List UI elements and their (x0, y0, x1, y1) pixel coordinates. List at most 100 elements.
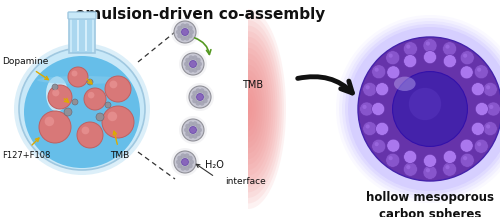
Circle shape (77, 122, 103, 148)
Circle shape (177, 156, 182, 161)
Circle shape (192, 121, 198, 126)
Polygon shape (248, 42, 274, 176)
Circle shape (190, 61, 196, 67)
Circle shape (171, 18, 199, 46)
Circle shape (177, 26, 182, 31)
Circle shape (184, 153, 190, 158)
Circle shape (192, 68, 198, 73)
Circle shape (386, 51, 400, 65)
Circle shape (387, 66, 400, 79)
Circle shape (460, 51, 474, 65)
Polygon shape (248, 9, 286, 209)
Circle shape (182, 119, 204, 141)
Circle shape (423, 165, 437, 179)
Circle shape (362, 105, 366, 109)
Circle shape (476, 102, 488, 115)
Circle shape (446, 153, 450, 157)
Circle shape (180, 36, 186, 41)
Circle shape (372, 65, 386, 79)
Circle shape (176, 30, 181, 35)
Circle shape (191, 94, 196, 100)
Polygon shape (248, 76, 260, 142)
Circle shape (484, 122, 498, 136)
Circle shape (404, 150, 416, 163)
Circle shape (376, 83, 388, 96)
Circle shape (463, 142, 466, 146)
Circle shape (185, 58, 190, 63)
Circle shape (185, 124, 190, 129)
Circle shape (423, 39, 437, 53)
Circle shape (446, 57, 450, 61)
Circle shape (406, 153, 410, 157)
Circle shape (184, 128, 189, 133)
Text: Dopamine: Dopamine (2, 58, 48, 66)
Circle shape (186, 83, 214, 111)
Polygon shape (248, 98, 252, 120)
Circle shape (72, 99, 78, 105)
Circle shape (390, 68, 394, 72)
Polygon shape (248, 20, 282, 198)
Circle shape (188, 163, 193, 168)
Circle shape (460, 66, 473, 79)
Circle shape (406, 165, 410, 169)
Circle shape (197, 61, 202, 66)
Circle shape (390, 142, 394, 146)
Circle shape (406, 57, 410, 61)
Circle shape (192, 98, 197, 103)
Circle shape (188, 134, 194, 139)
Ellipse shape (14, 43, 150, 175)
Circle shape (463, 54, 467, 58)
Circle shape (477, 142, 482, 146)
Circle shape (44, 117, 54, 126)
Circle shape (345, 24, 500, 194)
Polygon shape (248, 31, 278, 187)
Circle shape (188, 33, 193, 38)
Circle shape (486, 102, 500, 116)
Circle shape (184, 166, 190, 171)
Circle shape (82, 127, 90, 134)
Circle shape (406, 44, 410, 49)
Ellipse shape (37, 76, 127, 84)
Text: F127+F108: F127+F108 (2, 151, 50, 159)
Circle shape (184, 36, 190, 41)
Circle shape (52, 89, 60, 96)
Circle shape (372, 139, 386, 153)
Circle shape (463, 68, 466, 72)
Circle shape (426, 157, 430, 161)
Circle shape (360, 102, 374, 116)
Text: TMB: TMB (242, 80, 263, 90)
Circle shape (189, 86, 211, 108)
Circle shape (442, 162, 456, 176)
Circle shape (387, 139, 400, 152)
Ellipse shape (46, 77, 68, 112)
Circle shape (182, 53, 204, 75)
Circle shape (180, 153, 186, 158)
Circle shape (348, 27, 500, 191)
Circle shape (472, 122, 484, 135)
Circle shape (489, 105, 494, 109)
Circle shape (424, 154, 436, 167)
Circle shape (196, 58, 201, 63)
Circle shape (378, 85, 382, 89)
Circle shape (472, 83, 484, 96)
Circle shape (188, 68, 194, 73)
Polygon shape (248, 104, 250, 115)
Circle shape (88, 92, 94, 99)
Circle shape (177, 33, 182, 38)
Polygon shape (248, 15, 284, 204)
FancyBboxPatch shape (68, 12, 96, 19)
Circle shape (182, 28, 188, 36)
Circle shape (179, 50, 207, 78)
Circle shape (484, 82, 498, 96)
Circle shape (108, 112, 117, 121)
Circle shape (64, 108, 72, 116)
Polygon shape (248, 64, 265, 153)
Circle shape (203, 91, 208, 96)
Circle shape (87, 79, 93, 85)
Circle shape (182, 158, 188, 166)
Polygon shape (248, 37, 276, 181)
Polygon shape (248, 70, 263, 148)
Polygon shape (248, 59, 267, 159)
Circle shape (342, 21, 500, 197)
Circle shape (203, 98, 208, 103)
